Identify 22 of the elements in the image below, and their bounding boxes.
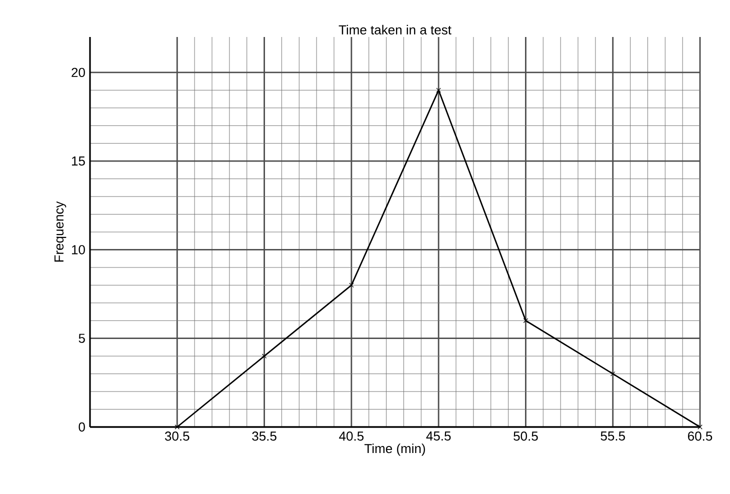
x-tick-label: 45.5	[426, 432, 451, 441]
point	[262, 354, 267, 359]
x-tick-label: 60.5	[688, 432, 712, 441]
x-axis-title: Time (min)	[364, 444, 425, 456]
y-tick-label: 5	[78, 334, 85, 343]
point	[174, 424, 180, 430]
point	[698, 424, 702, 430]
x-tick-label: 40.5	[339, 432, 364, 441]
point	[349, 282, 354, 288]
y-tick-label: 15	[72, 156, 85, 166]
y-tick-label: 20	[72, 68, 85, 78]
x-tick-label: 50.5	[514, 432, 538, 441]
point	[436, 88, 441, 93]
y-tick-label: 0	[78, 422, 85, 432]
x-tick-label: 55.5	[600, 432, 625, 441]
y-tick-label: 10	[72, 245, 85, 254]
y-axis-title: Frequency	[54, 201, 66, 262]
x-tick-label: 30.5	[164, 432, 190, 441]
point	[523, 318, 528, 324]
x-tick-label: 35.5	[252, 432, 276, 441]
chart-title: Time taken in a test	[338, 24, 452, 34]
point	[610, 371, 616, 376]
